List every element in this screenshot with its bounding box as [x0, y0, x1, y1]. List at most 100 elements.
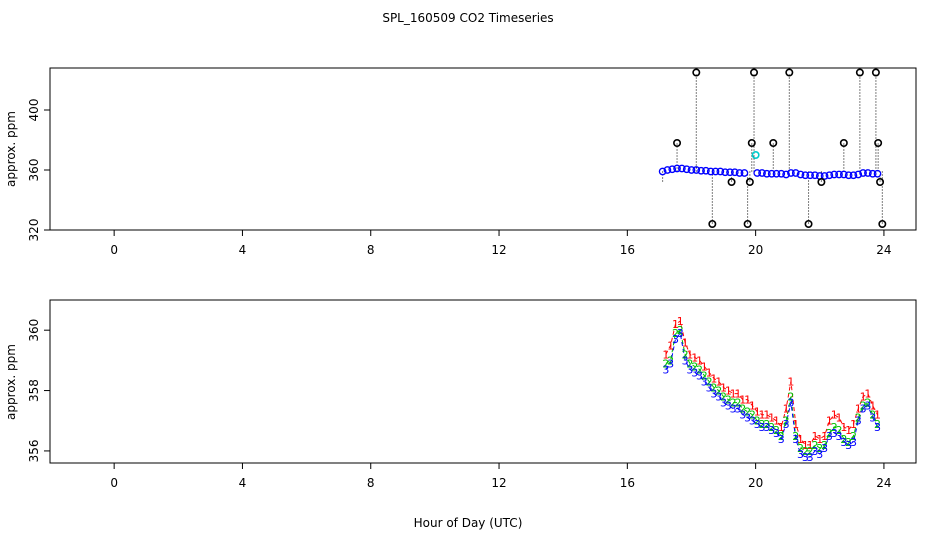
data-point — [702, 166, 710, 175]
series-marker-2: 2 — [768, 421, 775, 434]
series-marker-3: 3 — [797, 448, 804, 461]
outlier-point — [692, 68, 701, 77]
series-marker-1: 1 — [667, 339, 674, 352]
series-marker-1: 1 — [710, 372, 717, 385]
data-point — [668, 165, 677, 174]
series-marker-1: 1 — [787, 376, 794, 389]
series-marker-1: 1 — [807, 439, 814, 452]
series-line-1 — [665, 320, 878, 446]
series-marker-3: 3 — [691, 366, 698, 379]
series-marker-1: 1 — [672, 318, 679, 331]
panel-top-marks — [658, 68, 887, 229]
data-point — [844, 171, 853, 180]
x-axis-label: Hour of Day (UTC) — [414, 516, 523, 530]
data-point — [849, 171, 858, 180]
outlier-point — [785, 68, 794, 77]
data-point — [716, 167, 725, 176]
series-marker-3: 3 — [802, 451, 809, 464]
series-marker-1: 1 — [869, 400, 876, 413]
data-point — [825, 171, 834, 180]
y-tick-label: 358 — [27, 379, 41, 402]
y-tick-label: 400 — [27, 99, 41, 122]
panel-top-frame — [49, 67, 917, 231]
outlier-point — [747, 139, 756, 148]
cyan-point — [751, 151, 760, 160]
series-marker-1: 1 — [840, 421, 847, 434]
x-tick-label: 12 — [491, 476, 506, 490]
series-marker-3: 3 — [667, 357, 674, 370]
series-marker-3: 3 — [811, 445, 818, 458]
series-marker-3: 3 — [860, 403, 867, 416]
series-marker-3: 3 — [778, 433, 785, 446]
series-marker-1: 1 — [749, 400, 756, 413]
outlier-point — [876, 178, 885, 187]
data-point — [777, 169, 786, 178]
panel-top: approx. ppm 0 4 8 12 16 20 24 320 360 400 — [4, 67, 917, 257]
series-marker-3: 3 — [773, 427, 780, 440]
data-point — [782, 170, 790, 179]
series-marker-3: 3 — [826, 430, 833, 443]
series-marker-2: 2 — [802, 445, 809, 458]
data-point — [787, 169, 795, 177]
data-point — [839, 170, 848, 179]
x-tick-label: 20 — [748, 243, 763, 257]
outlier-point — [769, 139, 778, 148]
x-tick-label: 12 — [491, 243, 506, 257]
series-marker-1: 1 — [677, 315, 684, 328]
series-marker-2: 2 — [730, 397, 737, 410]
series-marker-2: 2 — [840, 433, 847, 446]
series-marker-3: 3 — [850, 436, 857, 449]
series-marker-3: 3 — [749, 415, 756, 428]
series-marker-1: 1 — [759, 409, 766, 422]
data-point — [697, 166, 705, 175]
series-marker-3: 3 — [816, 448, 823, 461]
data-point — [835, 170, 843, 179]
series-marker-1: 1 — [864, 388, 871, 401]
series-marker-3: 3 — [710, 388, 717, 401]
series-marker-2: 2 — [715, 385, 722, 398]
data-point — [706, 167, 715, 176]
series-marker-2: 2 — [831, 421, 838, 434]
outlier-point — [745, 178, 754, 187]
series-marker-2: 2 — [845, 436, 852, 449]
data-point — [806, 171, 815, 180]
series-marker-3: 3 — [701, 376, 708, 389]
data-point — [859, 169, 867, 177]
data-point — [767, 169, 776, 178]
series-marker-2: 2 — [739, 403, 746, 416]
series-marker-2: 2 — [763, 418, 770, 431]
panel-top-axes: 0 4 8 12 16 20 24 320 360 400 — [27, 99, 892, 257]
outlier-point — [855, 68, 864, 77]
series-marker-1: 1 — [850, 418, 857, 431]
series-marker-1: 1 — [706, 366, 713, 379]
outlier-point — [673, 139, 682, 148]
series-marker-1: 1 — [768, 412, 775, 425]
x-tick-label: 4 — [239, 476, 247, 490]
series-marker-2: 2 — [744, 406, 751, 419]
series-marker-2: 2 — [869, 409, 876, 422]
outlier-point — [750, 68, 759, 77]
series-marker-1: 1 — [797, 433, 804, 446]
series-marker-2: 2 — [754, 415, 761, 428]
series-marker-1: 1 — [720, 382, 727, 395]
series-marker-1: 1 — [855, 403, 862, 416]
outlier-point — [871, 68, 880, 77]
series-marker-2: 2 — [749, 409, 756, 422]
series-marker-3: 3 — [662, 363, 669, 376]
series-marker-1: 1 — [831, 409, 838, 422]
outlier-point — [727, 178, 736, 187]
data-point — [854, 170, 863, 179]
series-marker-3: 3 — [787, 397, 794, 410]
series-marker-3: 3 — [836, 430, 843, 443]
series-marker-3: 3 — [855, 415, 862, 428]
series-marker-1: 1 — [845, 424, 852, 437]
series-marker-3: 3 — [754, 418, 761, 431]
series-marker-3: 3 — [672, 333, 679, 346]
x-tick-label: 16 — [620, 243, 635, 257]
series-marker-3: 3 — [845, 439, 852, 452]
series-marker-3: 3 — [807, 451, 814, 464]
series-marker-1: 1 — [811, 430, 818, 443]
x-tick-label: 0 — [110, 243, 118, 257]
series-marker-3: 3 — [831, 427, 838, 440]
